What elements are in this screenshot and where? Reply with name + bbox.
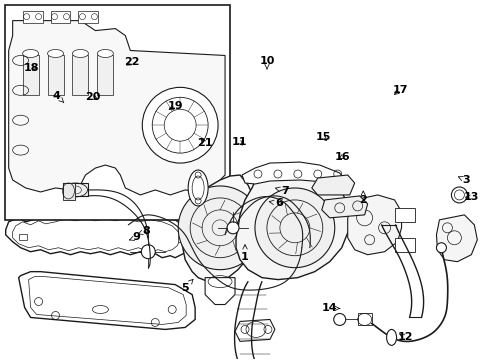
Polygon shape <box>23 55 39 95</box>
Circle shape <box>227 222 239 234</box>
Polygon shape <box>178 236 186 242</box>
Polygon shape <box>355 225 380 245</box>
Ellipse shape <box>355 220 379 230</box>
Ellipse shape <box>73 50 89 58</box>
Text: 3: 3 <box>459 175 469 185</box>
Circle shape <box>255 188 335 268</box>
Polygon shape <box>63 183 75 200</box>
Polygon shape <box>115 212 125 217</box>
Polygon shape <box>73 55 89 95</box>
Text: 13: 13 <box>464 192 479 202</box>
Ellipse shape <box>23 50 39 58</box>
Polygon shape <box>236 170 350 280</box>
Text: 15: 15 <box>316 132 331 142</box>
Polygon shape <box>394 208 415 222</box>
Circle shape <box>437 243 446 253</box>
Polygon shape <box>63 183 89 196</box>
Polygon shape <box>322 196 368 218</box>
Polygon shape <box>85 212 96 217</box>
Text: 1: 1 <box>241 245 249 262</box>
Text: 6: 6 <box>270 198 283 208</box>
Polygon shape <box>312 175 355 195</box>
Ellipse shape <box>362 201 382 209</box>
Polygon shape <box>23 11 43 23</box>
Text: 18: 18 <box>23 63 39 73</box>
Text: 22: 22 <box>124 57 139 67</box>
Polygon shape <box>50 11 71 23</box>
Polygon shape <box>5 5 230 220</box>
Circle shape <box>142 87 218 163</box>
Text: 14: 14 <box>321 303 340 314</box>
Polygon shape <box>182 175 258 282</box>
Text: 11: 11 <box>231 137 247 147</box>
Text: 17: 17 <box>392 85 408 95</box>
Text: 21: 21 <box>197 139 213 148</box>
Text: 16: 16 <box>335 152 350 162</box>
Polygon shape <box>242 162 345 185</box>
Ellipse shape <box>387 329 396 345</box>
Polygon shape <box>348 195 401 255</box>
Polygon shape <box>358 314 371 325</box>
Text: 19: 19 <box>168 102 183 112</box>
Circle shape <box>178 186 262 270</box>
Text: 7: 7 <box>275 186 290 196</box>
Text: 9: 9 <box>129 232 141 242</box>
Text: 12: 12 <box>397 332 413 342</box>
Ellipse shape <box>48 50 64 58</box>
Polygon shape <box>235 319 275 341</box>
Polygon shape <box>9 21 225 195</box>
Circle shape <box>141 245 155 259</box>
Ellipse shape <box>188 170 208 206</box>
Text: 20: 20 <box>85 92 100 102</box>
Polygon shape <box>19 234 26 240</box>
Text: 8: 8 <box>138 226 149 236</box>
Polygon shape <box>437 215 477 262</box>
Polygon shape <box>19 272 195 329</box>
Text: 10: 10 <box>259 56 275 69</box>
Polygon shape <box>205 278 235 305</box>
Polygon shape <box>78 11 98 23</box>
Polygon shape <box>98 55 113 95</box>
Text: 4: 4 <box>53 91 64 103</box>
Text: 2: 2 <box>359 191 367 205</box>
Ellipse shape <box>98 50 113 58</box>
Text: 5: 5 <box>182 279 193 293</box>
Polygon shape <box>394 238 415 252</box>
Polygon shape <box>48 55 64 95</box>
Polygon shape <box>362 205 382 220</box>
Polygon shape <box>6 213 190 258</box>
